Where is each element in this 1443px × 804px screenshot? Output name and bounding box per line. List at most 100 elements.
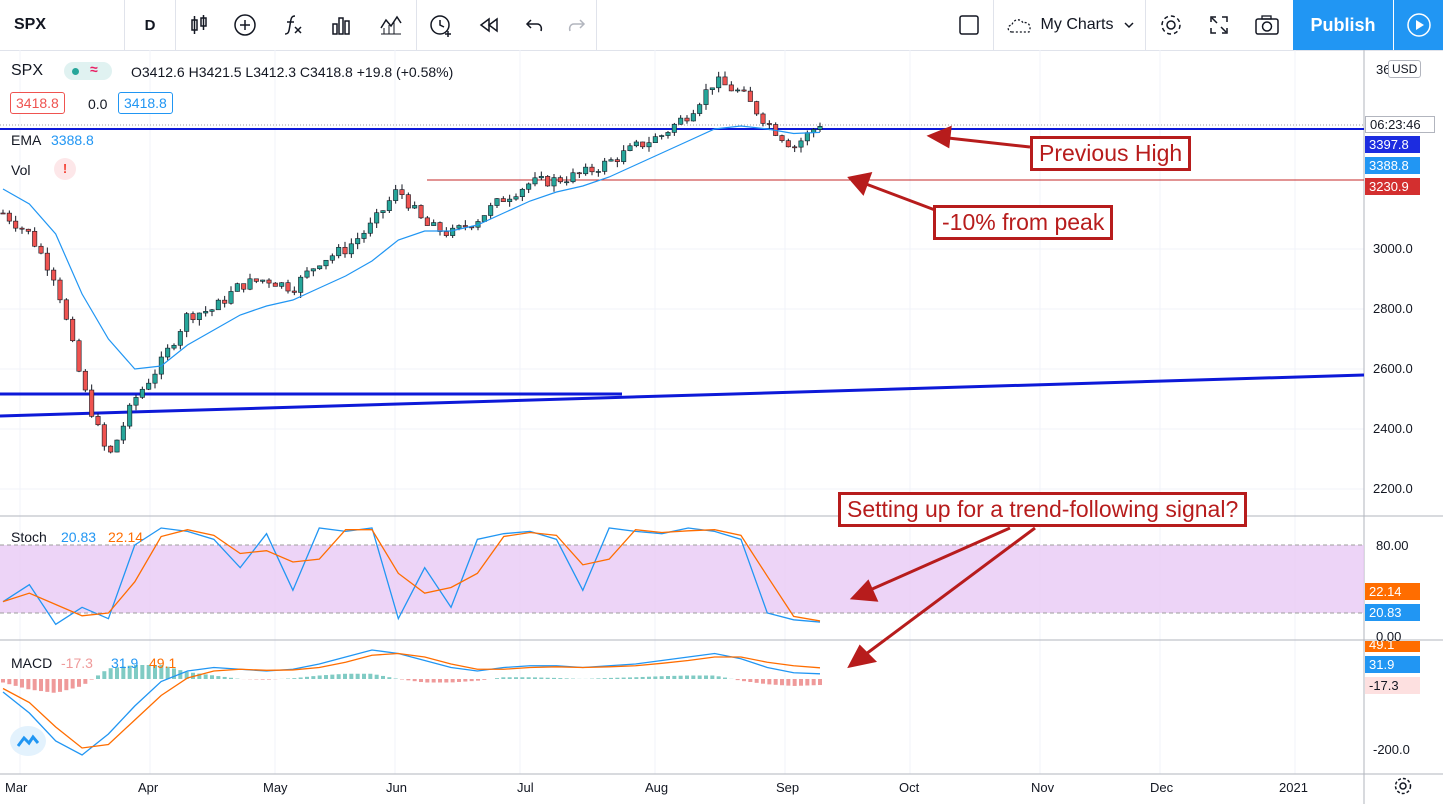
interval-button[interactable]: D — [125, 0, 176, 50]
candle[interactable] — [640, 141, 646, 148]
candle[interactable] — [424, 217, 430, 226]
candle[interactable] — [412, 205, 418, 209]
candle[interactable] — [646, 142, 652, 148]
candle[interactable] — [697, 104, 703, 114]
candle[interactable] — [361, 232, 367, 239]
candle[interactable] — [684, 117, 690, 122]
candle[interactable] — [703, 89, 709, 105]
candle[interactable] — [89, 389, 95, 417]
chart-type-candles-icon[interactable] — [176, 0, 222, 50]
candle[interactable] — [146, 382, 152, 390]
candle[interactable] — [494, 198, 500, 206]
publish-button[interactable]: Publish — [1293, 0, 1393, 50]
candle[interactable] — [766, 123, 772, 125]
stoch-label[interactable]: Stoch — [11, 529, 47, 545]
candle[interactable] — [241, 283, 247, 290]
vol-warning-icon[interactable]: ! — [54, 158, 76, 180]
candle[interactable] — [127, 404, 133, 427]
candle[interactable] — [621, 150, 627, 162]
my-charts-button[interactable]: My Charts — [995, 0, 1146, 50]
signal-callout[interactable]: Setting up for a trend-following signal? — [838, 492, 1248, 527]
undo-icon[interactable] — [514, 0, 556, 50]
candle[interactable] — [114, 439, 120, 453]
candle[interactable] — [690, 113, 696, 122]
candle[interactable] — [32, 230, 38, 247]
candle[interactable] — [190, 313, 196, 320]
candle[interactable] — [633, 141, 639, 147]
tradingview-logo-icon[interactable] — [10, 726, 46, 756]
candle[interactable] — [355, 238, 361, 245]
candle[interactable] — [108, 445, 114, 453]
candle[interactable] — [215, 299, 221, 311]
time-axis-settings-gear-icon[interactable] — [1393, 776, 1413, 801]
financials-bar-icon[interactable] — [318, 0, 364, 50]
candle[interactable] — [741, 89, 747, 92]
candle[interactable] — [57, 279, 63, 301]
candle[interactable] — [13, 220, 19, 229]
candle[interactable] — [342, 246, 348, 255]
candle[interactable] — [266, 279, 272, 284]
candle[interactable] — [405, 194, 411, 209]
candle[interactable] — [614, 159, 620, 162]
candle[interactable] — [538, 176, 544, 179]
candle[interactable] — [652, 136, 658, 143]
candle[interactable] — [184, 313, 190, 332]
candle[interactable] — [627, 145, 633, 151]
candle[interactable] — [247, 278, 253, 290]
ema-label[interactable]: EMA — [11, 132, 42, 148]
legend-status-pill[interactable]: ≈ — [64, 61, 112, 80]
candle[interactable] — [203, 311, 209, 314]
candle[interactable] — [526, 183, 532, 190]
candle[interactable] — [152, 373, 158, 384]
candle[interactable] — [101, 424, 107, 447]
candle[interactable] — [380, 210, 386, 214]
currency-label[interactable]: USD — [1388, 60, 1422, 78]
select-layout-icon[interactable] — [945, 0, 994, 50]
candle[interactable] — [779, 135, 785, 141]
candle[interactable] — [209, 309, 215, 312]
candle[interactable] — [165, 347, 171, 358]
candle[interactable] — [462, 225, 468, 228]
candle[interactable] — [589, 166, 595, 173]
add-indicator-plus-icon[interactable] — [222, 0, 268, 50]
candle[interactable] — [564, 181, 570, 184]
candle[interactable] — [500, 198, 506, 202]
replay-icon[interactable] — [466, 0, 512, 50]
candle[interactable] — [393, 189, 399, 201]
candle[interactable] — [785, 140, 791, 148]
candle[interactable] — [310, 268, 316, 272]
candle[interactable] — [671, 123, 677, 133]
candle[interactable] — [557, 177, 563, 183]
candle[interactable] — [551, 177, 557, 187]
candle[interactable] — [754, 101, 760, 115]
candle[interactable] — [595, 171, 601, 173]
candle[interactable] — [665, 132, 671, 136]
candle[interactable] — [63, 299, 69, 320]
candle[interactable] — [659, 135, 665, 137]
candle[interactable] — [82, 370, 88, 391]
candle[interactable] — [285, 282, 291, 292]
candle[interactable] — [583, 166, 589, 175]
candle[interactable] — [437, 222, 443, 232]
candle[interactable] — [367, 222, 373, 234]
candle[interactable] — [38, 245, 44, 254]
candle[interactable] — [222, 299, 228, 304]
settings-gear-icon[interactable] — [1147, 0, 1195, 50]
candle[interactable] — [488, 205, 494, 216]
previous-high-callout[interactable]: Previous High — [1030, 136, 1192, 171]
candle[interactable] — [139, 388, 145, 398]
candle[interactable] — [348, 243, 354, 255]
candle[interactable] — [576, 172, 582, 175]
candle[interactable] — [228, 291, 234, 304]
candle[interactable] — [19, 227, 25, 230]
candle[interactable] — [532, 177, 538, 185]
candle[interactable] — [120, 425, 126, 441]
candle[interactable] — [272, 282, 278, 287]
candle[interactable] — [399, 189, 405, 195]
candle[interactable] — [177, 331, 183, 346]
candle[interactable] — [507, 198, 513, 202]
price-chart-canvas[interactable] — [0, 50, 1443, 804]
candle[interactable] — [260, 279, 266, 282]
indicators-fx-icon[interactable] — [270, 0, 316, 50]
candle[interactable] — [602, 160, 608, 172]
